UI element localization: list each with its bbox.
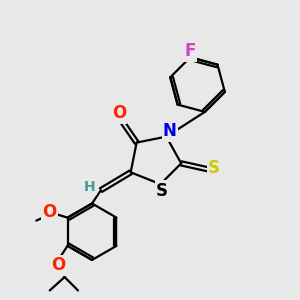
Text: O: O bbox=[52, 256, 66, 274]
Text: O: O bbox=[112, 104, 126, 122]
Text: S: S bbox=[156, 182, 168, 200]
Text: O: O bbox=[42, 203, 56, 221]
Text: H: H bbox=[84, 180, 95, 194]
Text: N: N bbox=[163, 122, 177, 140]
Text: S: S bbox=[208, 159, 220, 177]
Text: F: F bbox=[184, 42, 196, 60]
